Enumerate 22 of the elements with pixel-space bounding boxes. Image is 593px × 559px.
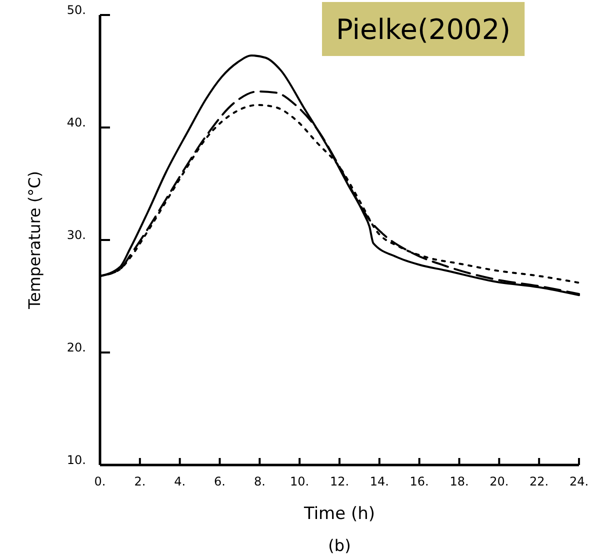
x-tick-label: 24. [569, 474, 589, 489]
text: (b) [328, 536, 351, 555]
y-tick-label: 40. [66, 115, 86, 130]
x-tick-label: 0. [94, 474, 106, 489]
y-tick-label: 10. [66, 452, 86, 467]
y-axis-title: Temperature (°C) [25, 170, 44, 310]
x-tick-label: 16. [410, 474, 429, 489]
x-tick-label: 14. [370, 474, 389, 489]
x-tick-label: 18. [450, 474, 469, 489]
x-tick-label: 6. [214, 474, 226, 489]
x-tick-label: 8. [254, 474, 266, 489]
y-tick-label: 50. [66, 2, 86, 17]
annotation: Pielke(2002) [336, 13, 511, 46]
x-tick-label: 10. [290, 474, 310, 489]
y-tick-label: 20. [66, 340, 86, 354]
x-tick-label: 22. [530, 474, 549, 489]
x-tick-label: 2. [134, 474, 146, 489]
x-tick-label: 4. [174, 474, 186, 489]
x-tick-label: 20. [490, 474, 509, 489]
y-tick-label: 30. [66, 228, 86, 242]
x-axis-title: Time (h) [302, 504, 376, 524]
x-tick-label: 12. [330, 474, 350, 489]
